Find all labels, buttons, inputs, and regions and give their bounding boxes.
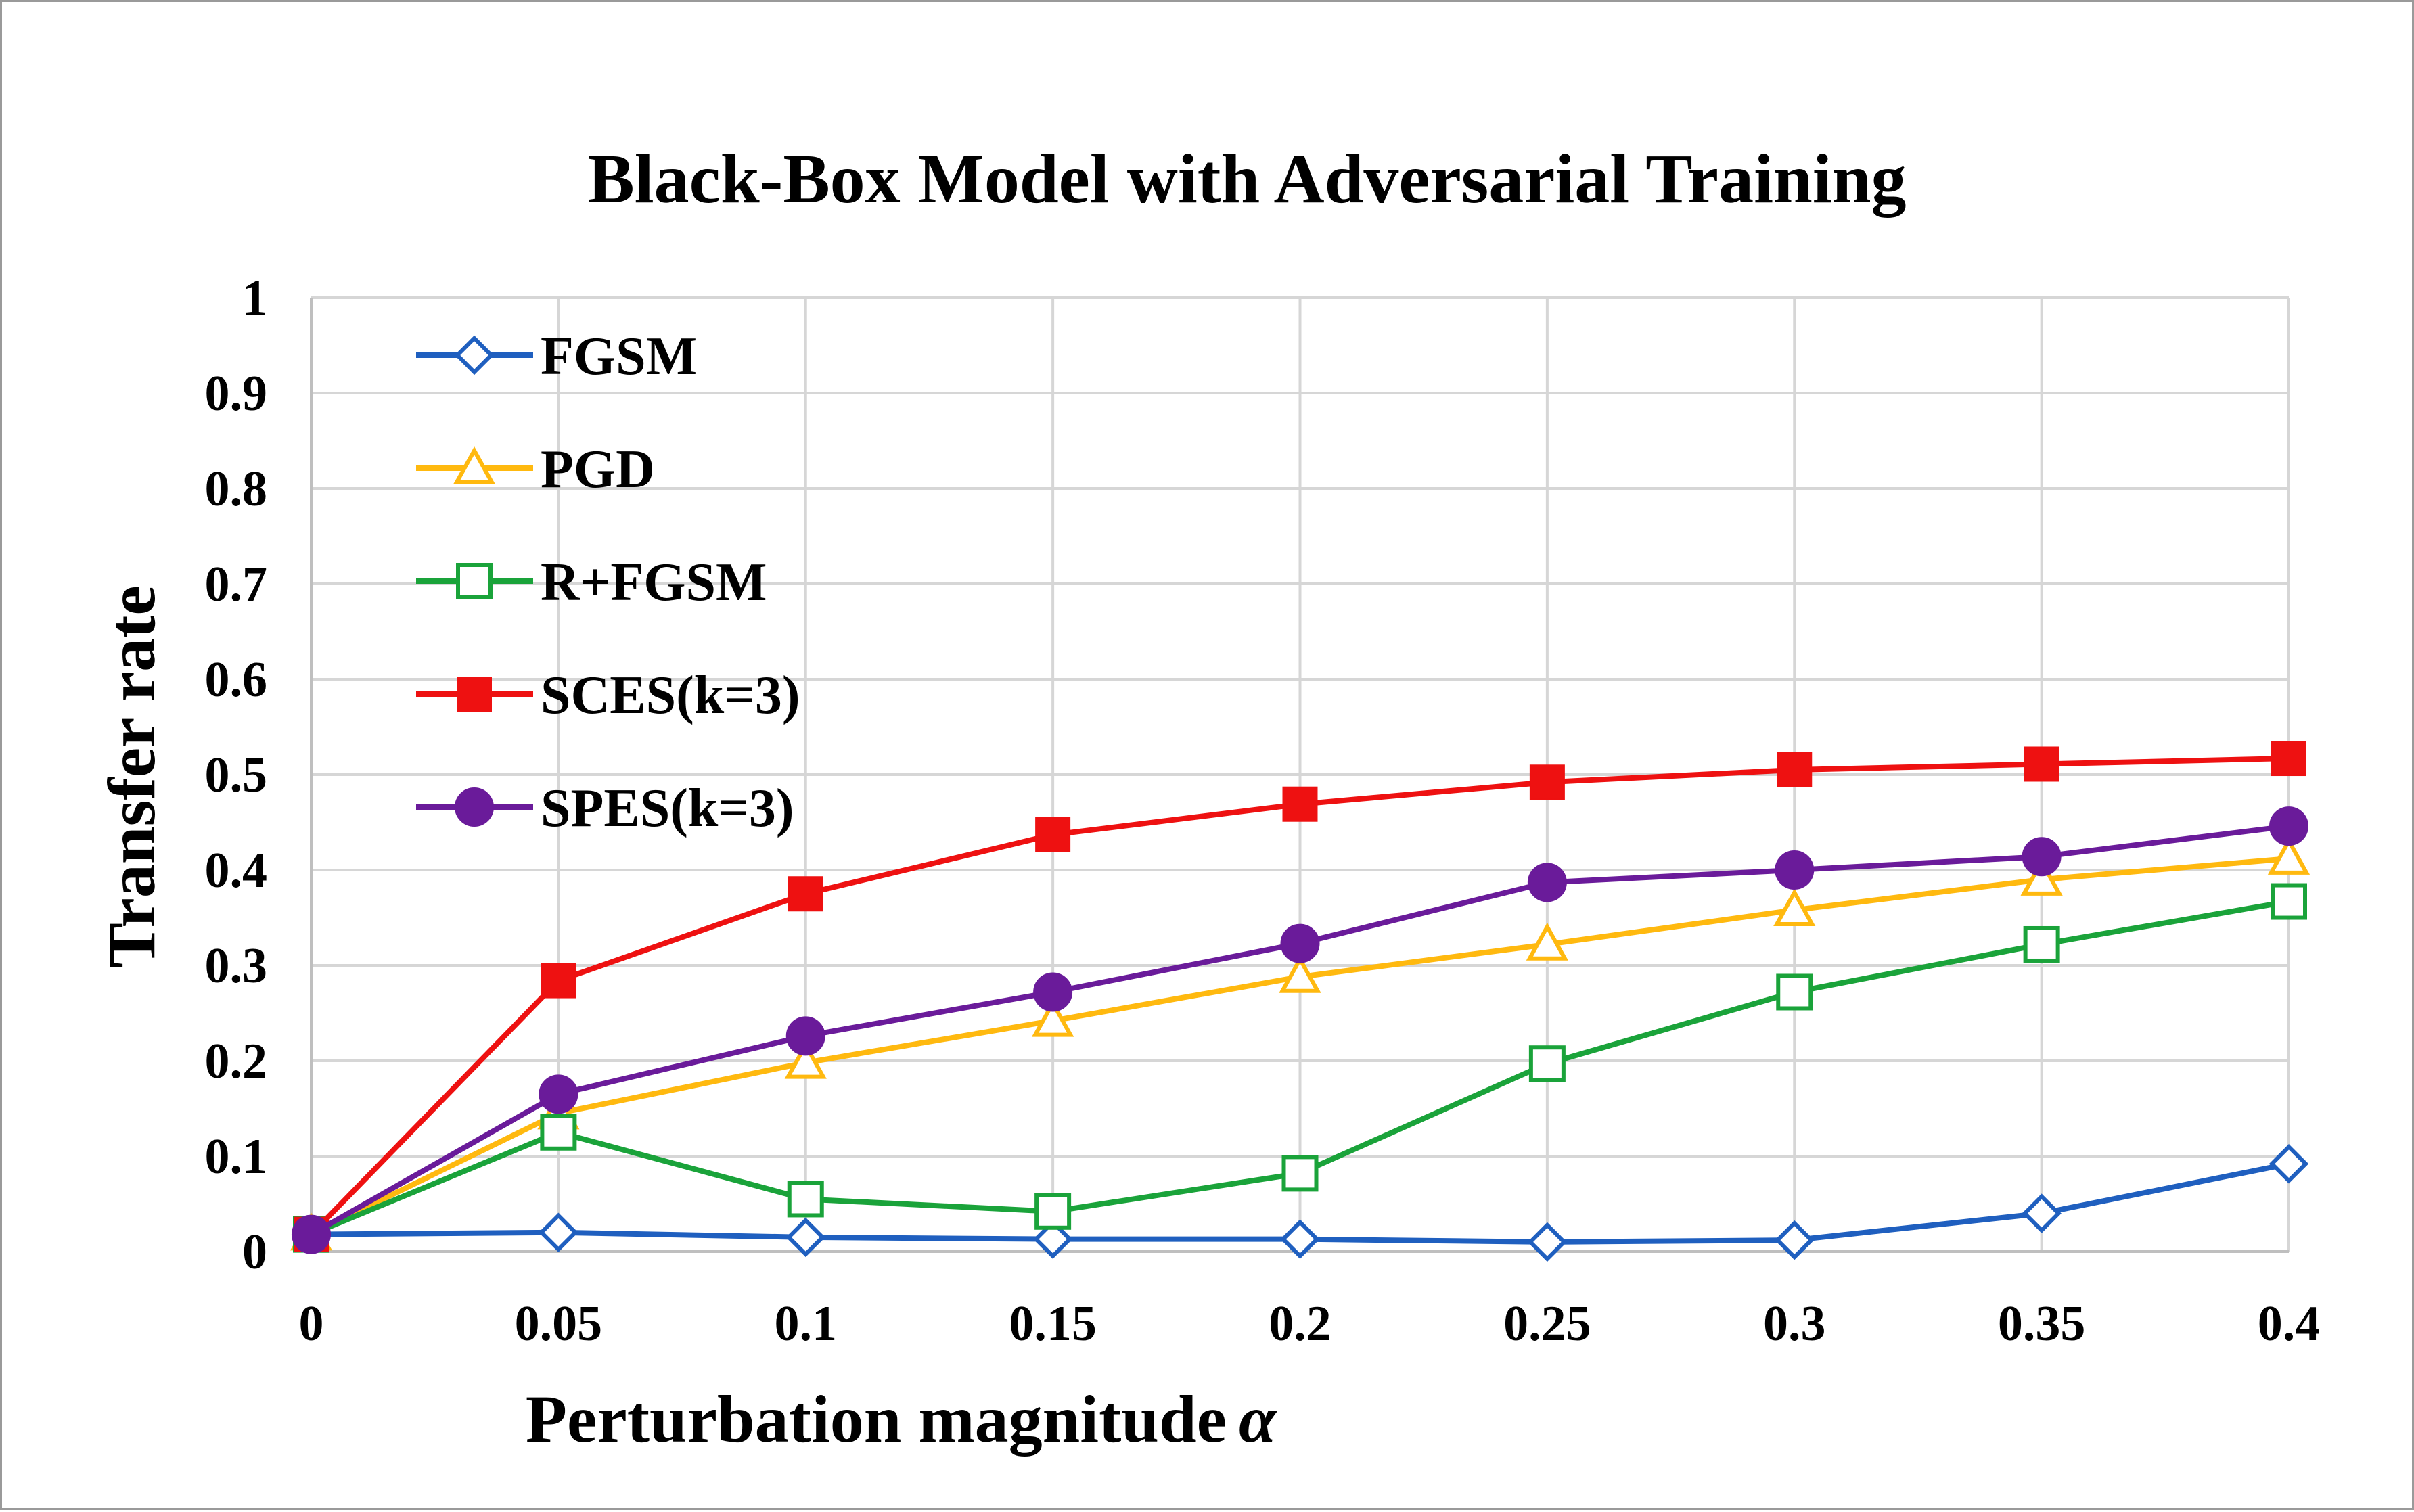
y-tick-label: 0.8 xyxy=(205,461,268,517)
y-tick-label: 0.3 xyxy=(205,938,268,994)
data-point xyxy=(785,1016,825,1056)
data-point xyxy=(1280,1219,1320,1259)
data-point xyxy=(2022,837,2062,877)
data-point xyxy=(1282,786,1318,822)
data-point xyxy=(1279,955,1321,993)
data-point xyxy=(292,1214,331,1254)
data-point xyxy=(1527,1222,1568,1262)
y-tick-label: 0 xyxy=(242,1224,267,1280)
data-point xyxy=(1776,973,1813,1011)
y-tick-labels: 0 0.1 0.2 0.3 0.4 0.5 0.6 0.7 0.8 0.9 1 xyxy=(205,271,268,1280)
legend-marker xyxy=(457,677,492,712)
data-point xyxy=(1033,972,1073,1012)
legend-marker xyxy=(456,563,493,599)
legend-label: PGD xyxy=(541,440,655,499)
y-tick-label: 0.5 xyxy=(205,748,268,803)
y-tick-label: 0.2 xyxy=(205,1034,268,1089)
x-tick-label: 0 xyxy=(299,1296,324,1352)
data-point xyxy=(784,1040,827,1079)
y-tick-label: 0.1 xyxy=(205,1129,268,1185)
x-axis-label: Perturbation magnitude xyxy=(526,1381,1227,1457)
data-point xyxy=(1529,764,1565,800)
legend-label: SCES(k=3) xyxy=(541,666,800,725)
legend-item: R+FGSM xyxy=(416,553,767,612)
data-point xyxy=(2267,836,2310,875)
data-point xyxy=(787,1181,824,1218)
legend-label: R+FGSM xyxy=(541,553,767,612)
data-point xyxy=(1775,850,1815,890)
x-tick-labels: 0 0.05 0.1 0.15 0.2 0.25 0.3 0.35 0.4 xyxy=(299,1296,2321,1352)
data-point xyxy=(1777,752,1813,787)
legend-label: SPES(k=3) xyxy=(541,779,794,838)
y-tick-label: 1 xyxy=(242,271,267,326)
legend-label: FGSM xyxy=(541,327,697,386)
x-tick-label: 0.35 xyxy=(1998,1296,2086,1352)
data-point xyxy=(1773,888,1816,927)
x-tick-label: 0.05 xyxy=(515,1296,603,1352)
x-tick-label: 0.25 xyxy=(1503,1296,1591,1352)
data-point xyxy=(2271,741,2306,777)
data-point xyxy=(2020,857,2063,896)
data-point xyxy=(1281,1155,1319,1192)
y-tick-label: 0.6 xyxy=(205,652,268,708)
data-point xyxy=(1528,1045,1566,1082)
data-point xyxy=(1775,1220,1815,1260)
legend-item: SCES(k=3) xyxy=(416,666,800,725)
legend-marker xyxy=(455,787,494,827)
x-tick-label: 0.15 xyxy=(1009,1296,1097,1352)
x-tick-label: 0.3 xyxy=(1763,1296,1826,1352)
x-tick-label: 0.1 xyxy=(775,1296,838,1352)
legend-marker xyxy=(454,335,495,375)
data-point xyxy=(2023,925,2060,963)
data-point xyxy=(2269,806,2308,846)
data-point xyxy=(1280,923,1320,963)
data-point xyxy=(541,963,576,999)
legend-marker xyxy=(453,446,496,484)
data-point xyxy=(540,1114,577,1151)
legend-item: SPES(k=3) xyxy=(416,779,794,838)
data-point xyxy=(1035,817,1071,852)
legend-item: PGD xyxy=(416,440,655,499)
y-tick-label: 0.7 xyxy=(205,557,268,612)
x-tick-label: 0.4 xyxy=(2258,1296,2321,1352)
data-point xyxy=(1526,922,1568,961)
chart-title: Black-Box Model with Adversarial Trainin… xyxy=(587,140,1906,218)
series xyxy=(290,741,2310,1262)
y-tick-label: 0.9 xyxy=(205,366,268,421)
data-point xyxy=(1527,863,1567,902)
y-tick-label: 0.4 xyxy=(205,843,268,898)
data-point xyxy=(2022,1193,2062,1233)
data-point xyxy=(1032,1219,1073,1259)
data-point xyxy=(2024,746,2059,782)
y-axis-label: Transfer rate xyxy=(94,585,169,968)
legend: FGSM PGD R+FGSM SCES(k=3) SPES(k=3) xyxy=(416,327,800,838)
data-point xyxy=(2269,1144,2309,1184)
data-point xyxy=(539,1212,578,1253)
data-point xyxy=(1032,999,1074,1037)
data-point xyxy=(1034,1193,1072,1230)
data-point xyxy=(785,1217,825,1258)
series-sces-k-3- xyxy=(294,741,2306,1252)
x-tick-label: 0.2 xyxy=(1269,1296,1331,1352)
data-point xyxy=(788,876,823,912)
data-point xyxy=(539,1074,578,1114)
series-spes-k-3- xyxy=(292,806,2308,1254)
data-point xyxy=(2271,883,2307,920)
x-axis-symbol: α xyxy=(1239,1381,1277,1457)
legend-item: FGSM xyxy=(416,327,697,386)
series-r-fgsm xyxy=(293,883,2307,1253)
